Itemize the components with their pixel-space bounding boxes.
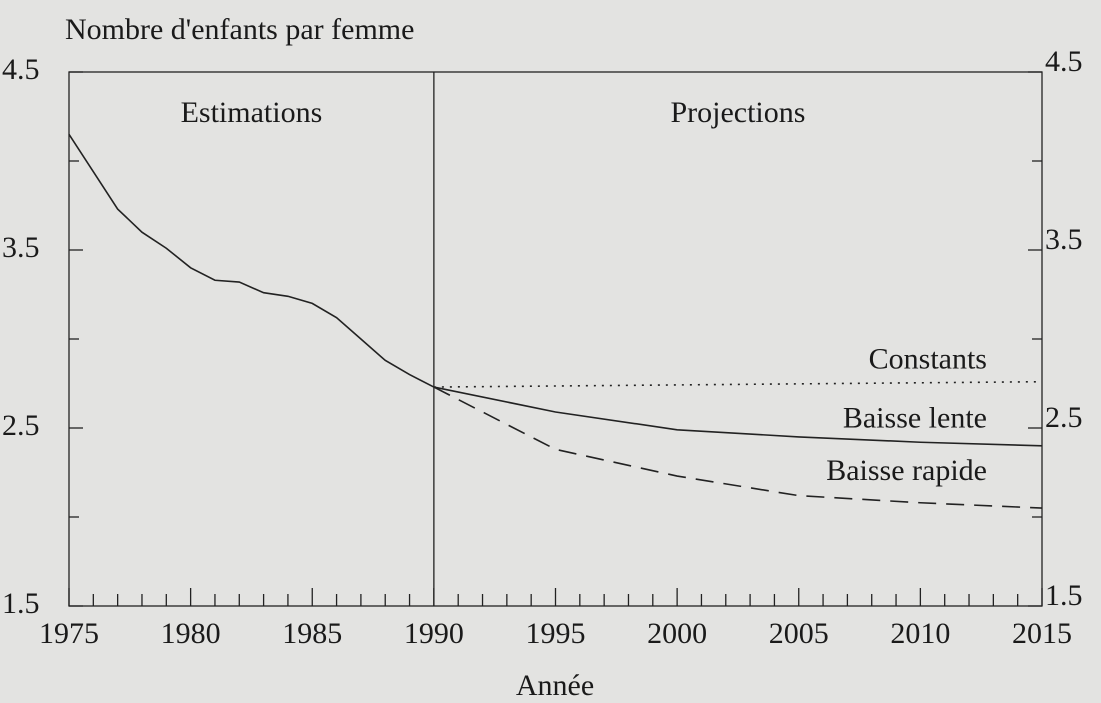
y-tick-label: 2.5 (2, 409, 40, 442)
y-tick-label: 1.5 (2, 587, 40, 620)
series-label: Constants (869, 343, 987, 376)
series-line (433, 386, 1043, 509)
x-tick-label: 1975 (39, 617, 99, 650)
region-label: Projections (670, 96, 805, 129)
x-tick-label: 2015 (1012, 617, 1072, 650)
series-label: Baisse rapide (826, 454, 987, 487)
y2-tick-label: 3.5 (1045, 223, 1083, 256)
x-axis-label: Année (516, 669, 594, 702)
region-label: Estimations (181, 96, 323, 129)
series-line (433, 386, 1043, 447)
y2-tick-label: 1.5 (1045, 579, 1083, 612)
x-tick-label: 1980 (161, 617, 221, 650)
series-line (68, 133, 435, 388)
series-label: Baisse lente (843, 402, 987, 435)
x-tick-label: 1995 (526, 617, 586, 650)
x-tick-label: 2000 (647, 617, 707, 650)
y-tick-label: 4.5 (2, 53, 40, 86)
series-line (433, 380, 1043, 388)
x-tick-label: 1990 (404, 617, 464, 650)
y-tick-label: 3.5 (2, 231, 40, 264)
y2-tick-label: 4.5 (1045, 45, 1083, 78)
x-tick-label: 1985 (282, 617, 342, 650)
x-tick-label: 2005 (769, 617, 829, 650)
y2-tick-label: 2.5 (1045, 401, 1083, 434)
x-tick-label: 2010 (890, 617, 950, 650)
y-axis-label: Nombre d'enfants par femme (65, 13, 414, 46)
